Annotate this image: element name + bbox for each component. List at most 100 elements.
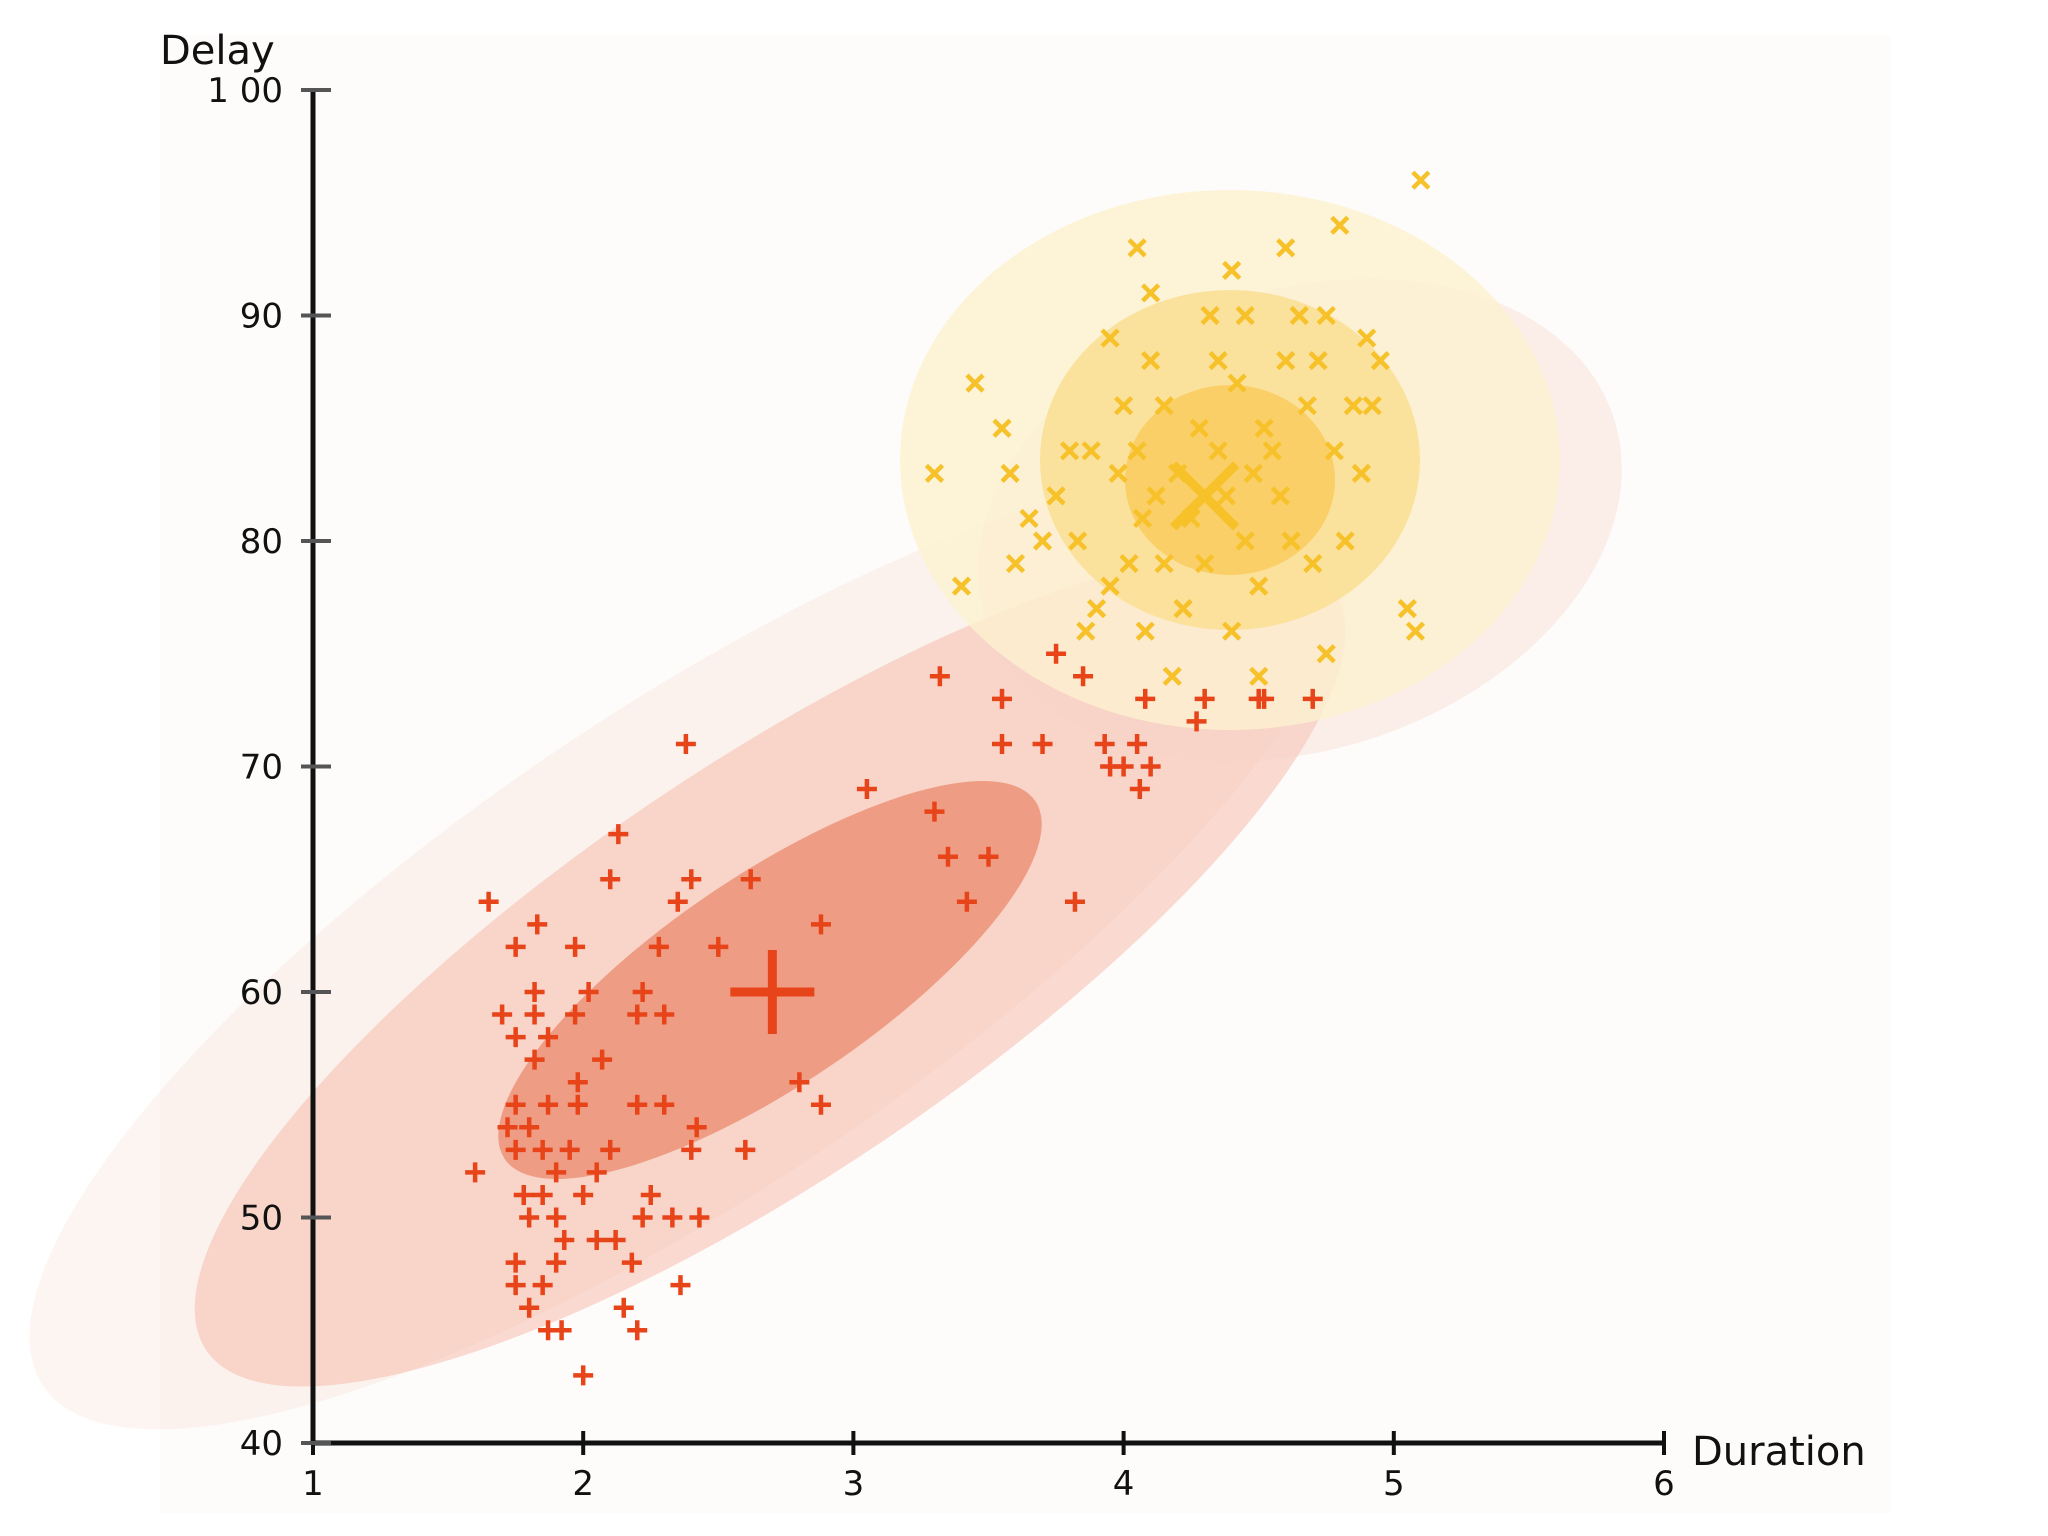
data-point [1081, 441, 1101, 461]
data-point [1189, 418, 1209, 438]
x-tick-label: 6 [1653, 1464, 1675, 1504]
data-point [924, 801, 945, 822]
data-point [1330, 215, 1350, 235]
y-tick-label: 70 [240, 748, 283, 788]
cluster-center-marker [730, 950, 815, 1034]
data-point [567, 1072, 588, 1093]
data-point [1064, 891, 1085, 912]
data-point [1254, 418, 1274, 438]
data-point [524, 1004, 545, 1025]
data-point [505, 1139, 526, 1160]
data-point [740, 869, 761, 890]
data-point [551, 1320, 572, 1341]
data-point [546, 1162, 567, 1183]
data-point [1186, 711, 1207, 732]
data-point [1370, 351, 1390, 371]
y-tick-label: 80 [240, 522, 283, 562]
data-point [565, 936, 586, 957]
data-point [810, 1094, 831, 1115]
data-point [1289, 305, 1309, 326]
data-point [1276, 238, 1296, 258]
data-point [1249, 576, 1269, 596]
data-point [519, 1297, 540, 1318]
data-point [1154, 396, 1174, 416]
data-point [1032, 733, 1053, 754]
data-point [592, 1049, 613, 1070]
data-point [513, 1184, 534, 1205]
data-point [1324, 441, 1344, 461]
data-point [1108, 463, 1128, 483]
data-point [524, 982, 545, 1002]
y-tick-label: 50 [240, 1199, 283, 1239]
data-point [689, 1207, 710, 1228]
data-point [554, 1230, 575, 1251]
data-point [1343, 396, 1363, 416]
data-point [492, 1004, 513, 1025]
data-point [708, 936, 729, 957]
data-point [929, 666, 950, 687]
data-point [956, 891, 977, 912]
data-point [1281, 531, 1301, 551]
data-point [810, 914, 831, 935]
data-point [632, 982, 653, 1002]
data-point [1357, 328, 1377, 348]
data-point [1113, 756, 1134, 777]
data-point [578, 982, 599, 1002]
data-point [524, 1049, 545, 1070]
data-point [1276, 351, 1296, 371]
data-point [1094, 733, 1115, 754]
data-point [478, 891, 499, 912]
data-point [937, 846, 958, 867]
data-point [532, 1275, 553, 1296]
data-point [1114, 396, 1134, 416]
data-point [648, 936, 669, 957]
data-point [1195, 553, 1215, 574]
data-point [1270, 486, 1290, 506]
data-point [1297, 396, 1317, 416]
data-point [1173, 599, 1193, 619]
data-point [681, 869, 702, 890]
data-point [1235, 531, 1255, 551]
data-point [546, 1207, 567, 1228]
data-point [497, 1117, 518, 1138]
data-point [686, 1117, 707, 1138]
data-point [965, 373, 985, 393]
data-point [605, 1230, 626, 1251]
data-point [532, 1184, 553, 1205]
data-point [1335, 531, 1355, 551]
data-point [1119, 553, 1139, 574]
data-point [1303, 553, 1323, 574]
data-point [465, 1162, 486, 1183]
data-point [559, 1139, 580, 1160]
data-point [1243, 463, 1263, 483]
data-point [567, 1094, 588, 1115]
data-point [1351, 463, 1371, 483]
data-point [1127, 441, 1147, 461]
data-point [613, 1297, 634, 1318]
data-point [667, 891, 688, 912]
data-point [681, 1139, 702, 1160]
data-point [1127, 238, 1147, 258]
data-point [586, 1230, 607, 1251]
data-point [573, 1184, 594, 1205]
data-point [1405, 621, 1426, 641]
series-1-points [924, 170, 1431, 686]
data-point [519, 1117, 540, 1138]
data-point [538, 1027, 559, 1048]
data-point [1000, 463, 1020, 483]
data-point [1208, 441, 1228, 461]
y-tick-label: 60 [240, 973, 283, 1013]
data-point [924, 463, 945, 483]
data-point [1262, 441, 1282, 461]
data-point [1086, 599, 1107, 619]
points-layer [465, 170, 1431, 1386]
data-point [1100, 328, 1120, 348]
data-point [675, 733, 696, 754]
data-point [600, 869, 621, 890]
data-point [505, 1252, 526, 1273]
series-0-points [465, 643, 1323, 1386]
data-point [1316, 644, 1336, 664]
data-point [992, 688, 1013, 709]
x-tick-label: 3 [843, 1464, 865, 1504]
data-point [1362, 396, 1382, 416]
